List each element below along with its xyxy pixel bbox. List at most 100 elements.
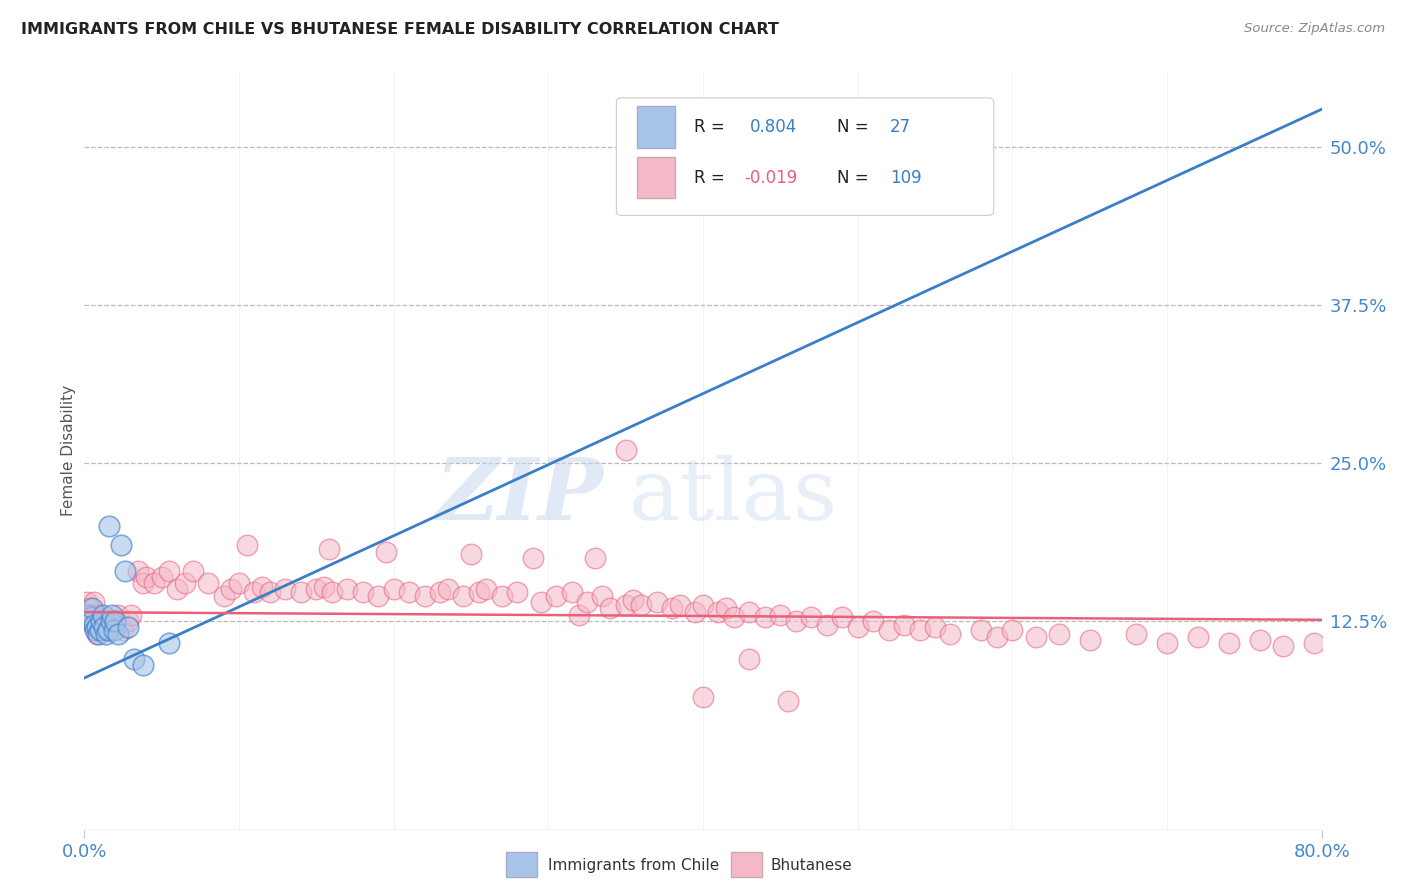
Point: [436, 582, 458, 597]
Point: [645, 595, 668, 609]
Point: [467, 585, 491, 599]
Point: [453, 589, 475, 603]
Text: R =: R =: [695, 118, 730, 136]
Text: N =: N =: [837, 118, 873, 136]
Point: [321, 585, 343, 599]
Point: [599, 601, 621, 615]
Point: [89, 623, 111, 637]
FancyBboxPatch shape: [616, 98, 994, 216]
Point: [312, 580, 335, 594]
Point: [93, 620, 115, 634]
Point: [723, 610, 745, 624]
Point: [707, 605, 730, 619]
Point: [122, 652, 145, 666]
Point: [692, 690, 714, 704]
Point: [1302, 635, 1324, 649]
Point: [460, 547, 482, 561]
Point: [135, 570, 157, 584]
Point: [76, 595, 98, 609]
Point: [614, 443, 637, 458]
Text: ZIP: ZIP: [436, 454, 605, 538]
Point: [692, 598, 714, 612]
Point: [970, 623, 993, 637]
Text: 0.804: 0.804: [749, 118, 797, 136]
Point: [367, 589, 389, 603]
Point: [769, 607, 792, 622]
Point: [86, 620, 108, 634]
Point: [939, 626, 962, 640]
Text: 109: 109: [890, 169, 921, 186]
Point: [614, 598, 637, 612]
Point: [120, 607, 142, 622]
Point: [90, 614, 112, 628]
Point: [522, 550, 544, 565]
Point: [82, 601, 104, 615]
Point: [79, 610, 101, 624]
Point: [318, 542, 340, 557]
Point: [127, 564, 149, 578]
Point: [174, 576, 197, 591]
Point: [776, 694, 799, 708]
Point: [84, 623, 107, 637]
Point: [77, 601, 100, 615]
Point: [290, 585, 312, 599]
Point: [738, 652, 761, 666]
Point: [101, 607, 124, 622]
Point: [96, 623, 118, 637]
Point: [117, 614, 139, 628]
Point: [76, 607, 98, 622]
Point: [352, 585, 374, 599]
Point: [621, 592, 644, 607]
Point: [583, 550, 606, 565]
Point: [100, 614, 122, 628]
Point: [1078, 633, 1101, 648]
Point: [429, 585, 451, 599]
Point: [785, 614, 807, 628]
Point: [1001, 623, 1024, 637]
Point: [800, 610, 823, 624]
Point: [908, 623, 931, 637]
Point: [83, 595, 105, 609]
Point: [250, 580, 273, 594]
Point: [274, 582, 297, 597]
Point: [143, 576, 166, 591]
Point: [1249, 633, 1271, 648]
Point: [159, 635, 180, 649]
Point: [846, 620, 869, 634]
Point: [91, 623, 114, 637]
Point: [93, 614, 115, 628]
Point: [815, 617, 838, 632]
Point: [1125, 626, 1147, 640]
Point: [529, 595, 551, 609]
Point: [90, 614, 112, 628]
Point: [1047, 626, 1070, 640]
Point: [592, 589, 614, 603]
Point: [1187, 631, 1209, 645]
Point: [107, 626, 129, 640]
Point: [132, 576, 155, 591]
Point: [87, 607, 110, 622]
Point: [576, 595, 599, 609]
Point: [546, 589, 568, 603]
Point: [1218, 635, 1240, 649]
Point: [82, 614, 104, 628]
Text: atlas: atlas: [628, 454, 838, 538]
Point: [738, 605, 761, 619]
Point: [103, 623, 125, 637]
Point: [84, 620, 107, 634]
Point: [685, 605, 707, 619]
Point: [89, 620, 111, 634]
Point: [630, 598, 652, 612]
Point: [560, 585, 583, 599]
Text: Bhutanese: Bhutanese: [770, 858, 852, 872]
Point: [150, 570, 173, 584]
Point: [235, 538, 259, 552]
Point: [259, 585, 281, 599]
Point: [669, 598, 692, 612]
Point: [986, 631, 1008, 645]
Point: [862, 614, 884, 628]
Point: [87, 626, 110, 640]
Text: R =: R =: [695, 169, 730, 186]
Point: [94, 626, 117, 640]
Point: [212, 589, 235, 603]
